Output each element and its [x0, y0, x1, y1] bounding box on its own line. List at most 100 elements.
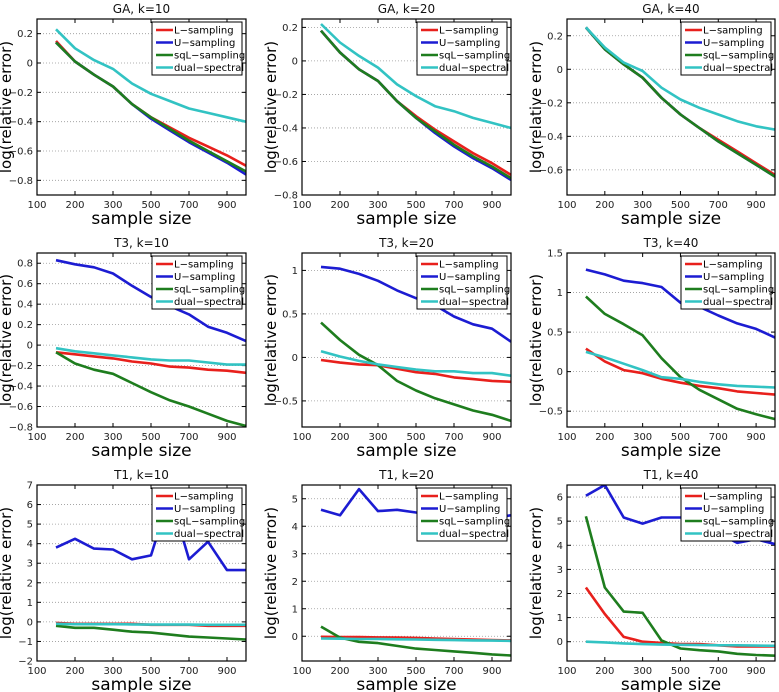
x-axis-label: sample size [621, 441, 721, 461]
plot-frame [301, 18, 512, 196]
x-tick-label: 100 [292, 432, 311, 443]
plot-frame [566, 484, 776, 662]
x-tick-label: 300 [368, 432, 387, 443]
legend-label: U−sampling [703, 38, 764, 49]
legend-label: dual−spectral [703, 529, 773, 540]
legend-label: dual−spectral [439, 297, 509, 308]
x-tick-label: 300 [633, 432, 652, 443]
y-tick-label: 2 [27, 578, 33, 589]
x-tick-label: 900 [747, 200, 766, 211]
x-tick-label: 200 [65, 200, 84, 211]
plot-frame [301, 484, 512, 662]
y-tick-label: 1 [292, 604, 298, 615]
y-tick-label: −0.4 [539, 132, 563, 143]
y-tick-label: 7 [27, 481, 33, 492]
series-line-sqlsampling [584, 515, 775, 657]
series-line-dualspectral [55, 622, 246, 627]
y-tick-label: 0 [557, 637, 563, 648]
plot-frame [36, 18, 247, 196]
legend-label: L−sampling [703, 260, 763, 271]
subplot-title: T3, k=10 [113, 236, 169, 250]
y-tick-label: 0.5 [547, 328, 563, 339]
series-line-dualspectral [585, 640, 775, 648]
y-tick-label: 3 [557, 565, 563, 576]
series-line-usampling [320, 265, 511, 343]
y-tick-label: 0 [557, 65, 563, 76]
y-tick-label: 0.2 [17, 29, 33, 40]
x-tick-label: 300 [633, 200, 652, 211]
legend-label: sqL−sampling [174, 51, 245, 62]
x-axis-label: sample size [91, 209, 191, 229]
x-tick-label: 500 [141, 666, 160, 677]
legend-label: sqL−sampling [174, 285, 245, 296]
y-tick-label: 0.5 [282, 309, 298, 320]
y-tick-label: −0.8 [274, 191, 298, 202]
x-tick-label: 300 [103, 666, 122, 677]
y-tick-label: 0 [27, 341, 33, 352]
series-line-dualspectral [320, 637, 511, 643]
x-tick-label: 100 [27, 666, 46, 677]
subplot-title: GA, k=10 [113, 2, 170, 16]
series-line-sqlsampling [55, 41, 246, 173]
x-axis-label: sample size [356, 675, 456, 692]
x-tick-label: 700 [709, 666, 728, 677]
y-tick-label: 0 [557, 367, 563, 378]
legend-label: sqL−sampling [174, 517, 245, 528]
legend-label: L−sampling [174, 26, 234, 37]
subplot: −0.8 −0.6 −0.4 −0.2 0 0.2 100 200 300 500 700 900 L−… [262, 2, 512, 229]
series-line-sqlsampling [320, 29, 511, 180]
y-tick-label: 5 [27, 520, 33, 531]
legend-label: U−sampling [174, 38, 235, 49]
y-tick-label: −0.6 [9, 402, 33, 413]
x-tick-label: 500 [671, 666, 690, 677]
plot-frame [36, 484, 247, 662]
x-tick-label: 900 [747, 432, 766, 443]
legend-label: L−sampling [174, 260, 234, 271]
y-tick-label: −0.4 [274, 123, 298, 134]
subplot-title: T3, k=20 [378, 236, 434, 250]
x-tick-label: 200 [595, 432, 614, 443]
x-tick-label: 700 [179, 200, 198, 211]
x-tick-label: 200 [330, 432, 349, 443]
y-axis-label: log(relative error) [0, 41, 15, 173]
x-tick-label: 300 [368, 200, 387, 211]
series-line-dualspectral [55, 346, 246, 366]
x-tick-label: 100 [557, 432, 576, 443]
legend-label: L−sampling [703, 492, 763, 503]
legend-label: dual−spectral [439, 529, 509, 540]
y-tick-label: −0.5 [274, 396, 298, 407]
series-line-sqlsampling [320, 321, 511, 423]
y-tick-label: −0.2 [274, 90, 298, 101]
y-tick-label: −0.2 [539, 98, 563, 109]
y-tick-label: 2 [292, 577, 298, 588]
subplot: −0.5 0 0.5 1 1.5 100 200 300 500 700 900 L−sampling… [527, 236, 776, 461]
x-tick-label: 700 [444, 666, 463, 677]
subplot: −0.8 −0.6 −0.4 −0.2 0 0.2 0.4 0.6 0.8 100 200 300 50… [0, 236, 247, 461]
legend-label: L−sampling [174, 492, 234, 503]
y-tick-label: 0.6 [17, 279, 33, 290]
subplot: −0.8 −0.6 −0.4 −0.2 0 0.2 100 200 300 500 700 900 L−… [0, 2, 247, 229]
series-line-sqlsampling [55, 624, 246, 641]
x-tick-label: 100 [292, 200, 311, 211]
subplot: 0 1 2 3 4 5 6 100 200 300 500 700 900 L−samplingU−sam… [527, 468, 776, 692]
y-tick-label: 3 [27, 559, 33, 570]
x-tick-label: 900 [482, 666, 501, 677]
legend-label: U−sampling [703, 504, 764, 515]
plot-frame [301, 252, 512, 428]
x-tick-label: 500 [671, 432, 690, 443]
y-tick-label: −0.6 [274, 157, 298, 168]
y-tick-label: 0.8 [17, 259, 33, 270]
series-line-sqlsampling [55, 351, 246, 427]
legend-label: dual−spectral [703, 297, 773, 308]
y-tick-label: 0 [27, 617, 33, 628]
y-tick-label: 0 [292, 353, 298, 364]
plot-frame [566, 18, 776, 196]
x-axis-label: sample size [621, 675, 721, 692]
series-line-usampling [55, 258, 246, 343]
y-axis-label: log(relative error) [0, 507, 15, 639]
